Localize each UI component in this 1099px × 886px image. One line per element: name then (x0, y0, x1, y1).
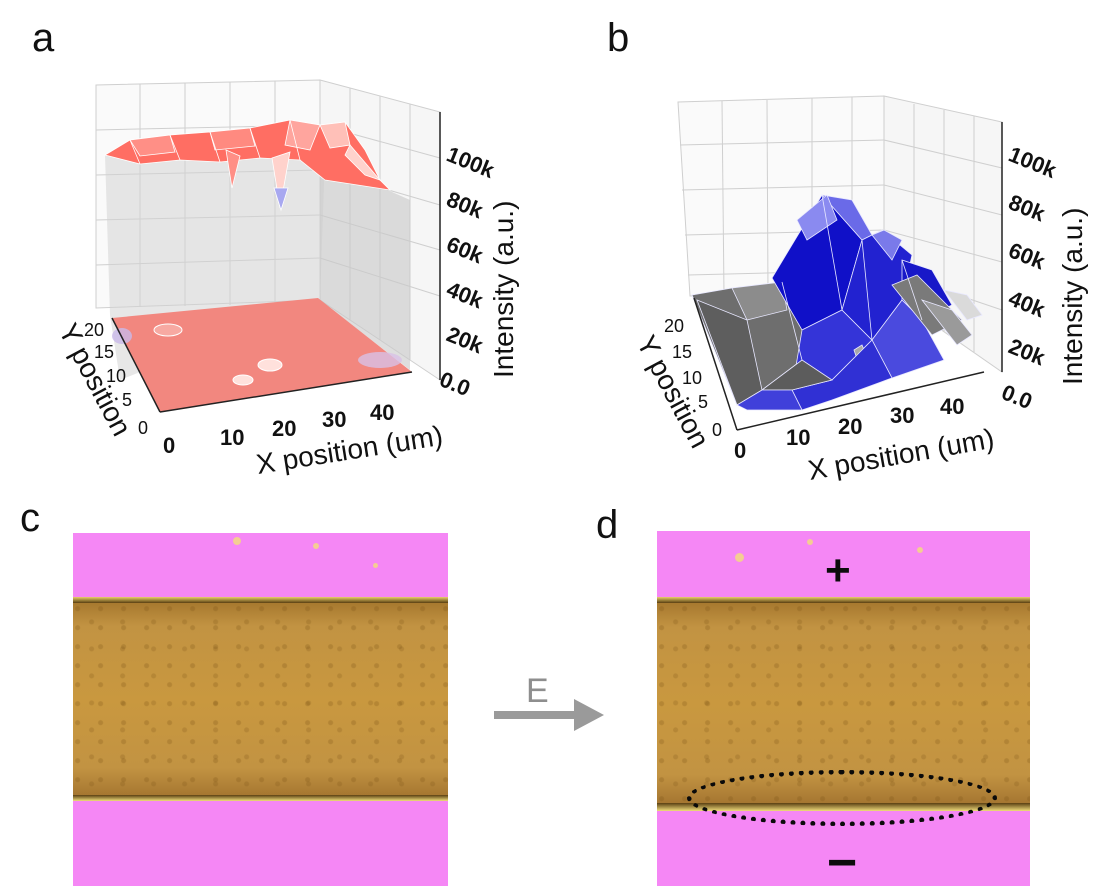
accumulation-region-ellipse (687, 770, 997, 826)
panel-letter-c: c (20, 496, 40, 540)
plot-b-surface (691, 194, 983, 411)
plot-a-x-tick: 20 (272, 416, 296, 441)
plot-b-x-tick: 0 (734, 438, 746, 463)
plot-a-y-tick: 0 (138, 418, 148, 438)
plot-b-y-tick: 15 (672, 342, 692, 362)
plot-a-x-tick: 10 (220, 425, 244, 450)
plot-a-z-tick: 40k (443, 276, 487, 313)
plot-a-z-title: Intensity (a.u.) (488, 201, 519, 378)
panel-letter-b: b (607, 16, 630, 60)
speck (373, 563, 378, 568)
negative-electrode-sign: − (827, 834, 858, 886)
plot-b-y-tick: 10 (682, 368, 702, 388)
plot-b-x-tick: 40 (940, 394, 964, 419)
plot-a-y-tick: 5 (122, 390, 132, 410)
top-electrode (73, 533, 448, 599)
speck (807, 539, 813, 545)
plot-b-x-tick: 10 (786, 425, 810, 450)
plot-a-y-tick: 20 (84, 320, 104, 340)
plot-a-y-axis (111, 317, 161, 413)
plot-a-x-tick: 30 (322, 407, 346, 432)
plot-a-x-axis (159, 371, 413, 413)
bottom-edge (73, 795, 448, 801)
plot-b-x-title: X position (um) (806, 423, 997, 486)
electric-field-arrow: E (494, 672, 604, 731)
speck (735, 553, 744, 562)
speck (233, 537, 241, 545)
plot-a-z-tick: 0.0 (436, 366, 474, 401)
speck (917, 547, 923, 553)
plot-a-z-tick: 80k (443, 186, 487, 223)
plot-b-z-tick: 60k (1005, 237, 1049, 274)
plot-a-z-tick: 100k (443, 141, 498, 183)
plot-b-y-tick: 0 (712, 420, 722, 440)
plot-b-z-tick: 20k (1005, 333, 1049, 370)
micrograph-d: + − (657, 531, 1030, 886)
plot-b-x-tick: 30 (890, 403, 914, 428)
bottom-electrode (73, 801, 448, 886)
electric-field-label: E (526, 672, 549, 710)
plot-a-y-tick: 10 (106, 366, 126, 386)
surface-plot-a: 100k 80k 60k 40k 20k 0.0 0 10 20 30 40 2… (53, 79, 519, 480)
plot-b-z-tick: 80k (1005, 189, 1049, 226)
plot-b-x-tick: 20 (838, 414, 862, 439)
plot-b-y-tick: 5 (698, 392, 708, 412)
positive-electrode-sign: + (825, 546, 851, 595)
plot-a-z-tick: 20k (443, 321, 487, 358)
plot-a-x-tick: 0 (163, 433, 175, 458)
panel-letter-d: d (596, 503, 619, 547)
plot-b-z-tick: 100k (1005, 141, 1060, 183)
plot-b-y-axis (693, 297, 738, 431)
top-edge (657, 597, 1030, 603)
micrograph-c (73, 533, 448, 886)
top-edge (73, 597, 448, 603)
plot-b-z-tick: 0.0 (998, 379, 1036, 414)
plot-a-surface (103, 119, 392, 212)
speck (313, 543, 319, 549)
surface-plot-b: 100k 80k 60k 40k 20k 0.0 0 10 20 30 40 2… (631, 95, 1088, 486)
panel-letter-a: a (32, 16, 55, 60)
crystal-film (73, 603, 448, 797)
plot-b-y-tick: 20 (664, 316, 684, 336)
top-electrode (657, 531, 1030, 599)
plot-b-z-tick: 40k (1005, 285, 1049, 322)
plot-a-y-tick: 15 (94, 342, 114, 362)
plot-a-x-tick: 40 (370, 400, 394, 425)
plot-a-z-tick: 60k (443, 231, 487, 268)
plot-b-x-axis (736, 371, 985, 431)
plot-b-z-title: Intensity (a.u.) (1057, 208, 1088, 385)
